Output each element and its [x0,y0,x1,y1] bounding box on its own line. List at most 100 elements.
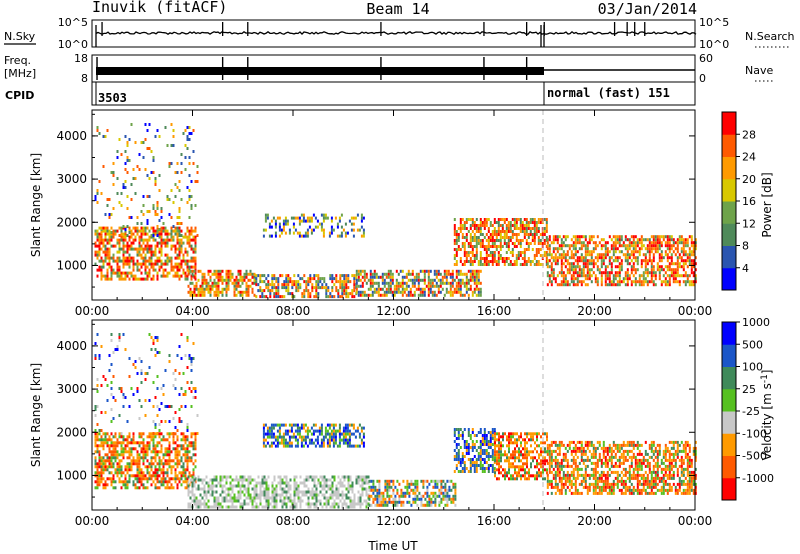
heatmap-cell [277,280,280,284]
heatmap-cell [180,229,183,233]
heatmap-cell [108,253,111,257]
heatmap-cell [512,453,514,457]
heatmap-cell [98,444,101,448]
heatmap-cell [247,478,250,482]
heatmap-cell [170,450,173,454]
heatmap-cell [498,438,500,442]
heatmap-cell [142,483,145,487]
heatmap-cell [359,478,362,482]
heatmap-cell [120,226,123,230]
heatmap-cell [205,493,208,497]
heatmap-cell [498,450,500,454]
heatmap-cell [136,468,139,472]
heatmap-cell [194,435,197,439]
heatmap-cell [186,238,189,242]
heatmap-cell [566,262,569,266]
heatmap-cell [197,278,200,282]
heatmap-cell [526,465,528,469]
heatmap-cell [450,488,453,492]
heatmap-cell [670,256,673,260]
heatmap-cell [188,216,191,219]
heatmap-cell [496,462,498,466]
heatmap-cell [527,236,530,239]
heatmap-cell [317,295,320,299]
heatmap-cell [437,272,440,276]
heatmap-cell [197,484,200,488]
heatmap-cell [359,493,362,497]
heatmap-cell [477,224,480,227]
heatmap-cell [628,277,631,281]
heatmap-cell [128,262,131,266]
heatmap-cell [154,238,157,242]
heatmap-cell [525,233,528,236]
heatmap-cell [289,280,292,284]
heatmap-cell [96,192,99,195]
heatmap-cell [624,244,627,248]
heatmap-cell [584,277,587,281]
heatmap-cell [515,236,518,239]
heatmap-cell [616,280,619,284]
heatmap-cell [528,468,530,472]
heatmap-cell [221,287,224,291]
heatmap-cell [510,477,512,481]
heatmap-cell [132,435,135,439]
heatmap-cell [570,265,573,269]
heatmap-cell [614,259,617,263]
heatmap-cell [432,491,435,495]
heatmap-cell [630,250,633,254]
heatmap-cell [192,444,195,448]
heatmap-cell [213,284,216,288]
heatmap-cell [104,247,107,251]
heatmap-cell [331,490,334,494]
heatmap-cell [514,477,516,481]
heatmap-cell [160,265,163,269]
heatmap-cell [215,496,218,500]
heatmap-cell [162,483,165,487]
heatmap-cell [521,239,524,242]
heatmap-cell [465,257,468,260]
heatmap-cell [162,480,165,484]
heatmap-cell [138,456,141,460]
heatmap-cell [608,256,611,260]
heatmap-cell [461,458,464,461]
heatmap-cell [501,230,504,233]
heatmap-cell [168,456,171,460]
heatmap-cell [251,281,254,285]
heatmap-cell [451,284,454,288]
heatmap-cell [146,480,149,484]
heatmap-cell [215,272,218,276]
heatmap-cell [335,484,338,488]
heatmap-cell [507,242,510,245]
heatmap-cell [508,444,510,448]
heatmap-cell [110,232,113,236]
heatmap-cell [459,227,462,230]
heatmap-cell [164,459,167,463]
heatmap-cell [227,269,230,273]
heatmap-cell [546,283,549,287]
heatmap-cell [688,235,691,239]
heatmap-cell [604,250,607,254]
heatmap-cell [211,478,214,482]
heatmap-cell [158,259,161,263]
heatmap-cell [112,259,115,263]
heatmap-cell [453,458,456,461]
heatmap-cell [473,233,476,236]
heatmap-cell [120,232,123,236]
heatmap-cell [436,482,439,486]
heatmap-cell [692,253,695,257]
heatmap-cell [525,242,528,245]
heatmap-cell [106,441,109,445]
heatmap-cell [180,477,183,481]
heatmap-cell [140,435,143,439]
heatmap-cell [459,470,462,473]
heatmap-cell [291,283,294,287]
heatmap-cell [231,499,234,503]
heatmap-cell [233,505,236,509]
heatmap-cell [487,263,490,266]
heatmap-cell [666,268,669,272]
heatmap-cell [361,478,364,482]
heatmap-cell [102,477,105,481]
heatmap-cell [251,287,254,291]
heatmap-cell [400,503,403,507]
heatmap-cell [190,238,193,242]
